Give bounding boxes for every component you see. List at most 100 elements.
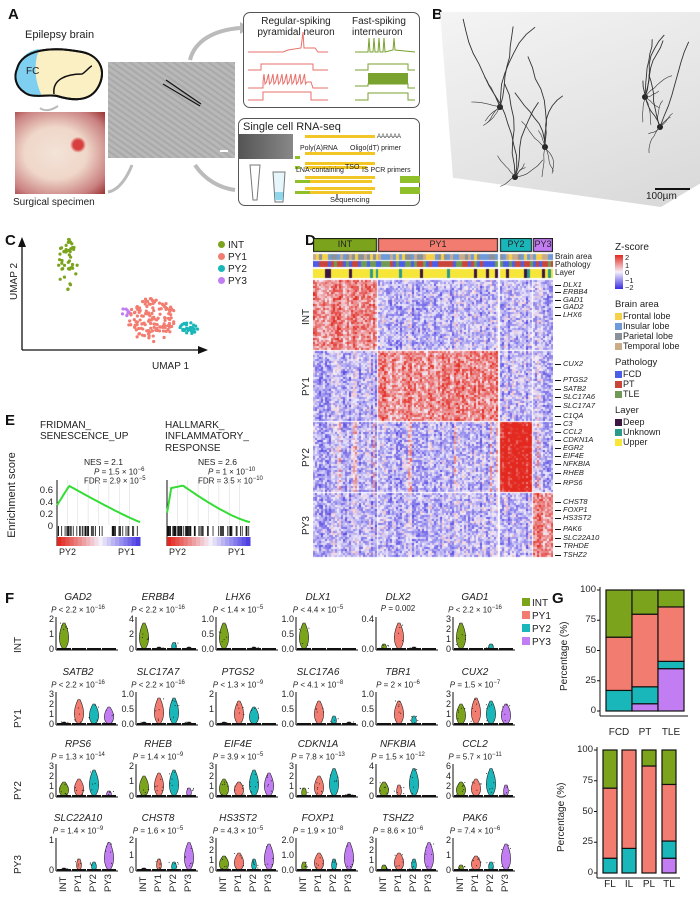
cell-dot bbox=[411, 867, 413, 869]
legend-swatch bbox=[615, 419, 622, 426]
umap-legend-item: PY2 bbox=[218, 264, 247, 276]
p-mantissa: 8.6 bbox=[387, 826, 399, 836]
cell-dot bbox=[105, 846, 107, 848]
gene-title: RHEB bbox=[144, 739, 172, 750]
cell-dot bbox=[148, 789, 150, 791]
gene-label: TSHZ2 bbox=[563, 550, 587, 559]
cell-dot bbox=[501, 865, 503, 867]
umap-point bbox=[168, 330, 172, 334]
violin-baseline bbox=[217, 648, 231, 650]
cell-dot bbox=[300, 788, 302, 790]
p-value: P < 4.4 × 10−5 bbox=[278, 605, 358, 615]
legend-item-label: TLE bbox=[623, 389, 640, 399]
violin-y-tick: 0 bbox=[368, 791, 374, 801]
cell-dot bbox=[398, 706, 400, 708]
cell-dot bbox=[330, 720, 332, 722]
cell-dot bbox=[350, 794, 352, 796]
cell-dot bbox=[95, 722, 97, 724]
dendrite bbox=[514, 92, 546, 148]
violin-baseline bbox=[152, 723, 166, 725]
violin-py2 bbox=[411, 715, 417, 726]
p-value: P = 5.7 × 10−11 bbox=[435, 752, 515, 762]
legend-label: INT bbox=[532, 598, 549, 609]
umap-point bbox=[157, 301, 162, 305]
umap-point bbox=[127, 323, 131, 327]
violin-baseline bbox=[469, 869, 483, 871]
cell-dot bbox=[474, 698, 476, 700]
violin-baseline bbox=[454, 795, 468, 797]
violin-py1 bbox=[74, 778, 84, 798]
legend-swatch bbox=[615, 429, 622, 436]
violin-baseline bbox=[454, 869, 468, 871]
p-op: = bbox=[455, 826, 465, 836]
cell-dot bbox=[502, 793, 504, 795]
cell-dot bbox=[222, 784, 224, 786]
cell-dot bbox=[109, 851, 111, 853]
cell-dot bbox=[503, 796, 505, 798]
cell-dot bbox=[257, 646, 259, 648]
cell-dot bbox=[64, 724, 66, 726]
umap-point bbox=[146, 332, 151, 336]
cell-dot bbox=[155, 786, 157, 788]
cell-dot bbox=[270, 790, 272, 792]
p-op: = bbox=[138, 826, 148, 836]
umap-point bbox=[121, 307, 125, 311]
gsea-title-1: HALLMARK_ bbox=[165, 420, 225, 431]
p-times: × 10 bbox=[156, 605, 175, 615]
cell-dot bbox=[302, 787, 304, 789]
umap-point bbox=[58, 277, 62, 281]
ranking-gradient bbox=[233, 537, 239, 546]
cell-dot bbox=[184, 856, 186, 858]
gsea-y-tick: 0 bbox=[47, 521, 53, 532]
umap-point bbox=[169, 324, 174, 329]
p-symbol: P bbox=[292, 680, 299, 690]
cell-dot bbox=[177, 861, 179, 863]
umap-point bbox=[57, 258, 62, 262]
cell-dot bbox=[332, 722, 334, 724]
cell-dot bbox=[241, 869, 243, 871]
umap-point bbox=[140, 299, 145, 304]
legend-dot-icon bbox=[218, 241, 225, 248]
ranking-gradient bbox=[183, 537, 189, 546]
umap-point bbox=[59, 246, 64, 250]
cell-dot bbox=[240, 857, 242, 859]
x-tick-label: PT bbox=[638, 727, 652, 738]
ranking-gradient bbox=[102, 537, 108, 546]
region-label-fc: FC bbox=[26, 66, 40, 77]
cell-dot bbox=[170, 719, 172, 721]
p-value: P = 1.9 × 10−8 bbox=[278, 826, 358, 836]
violin-y-tick: 2 bbox=[48, 771, 54, 781]
umap-point bbox=[170, 307, 174, 311]
violin-plot bbox=[295, 764, 358, 798]
violin-int bbox=[379, 781, 389, 798]
violin-baseline bbox=[327, 723, 341, 725]
violin-baseline bbox=[167, 648, 181, 650]
cell-dot bbox=[306, 866, 308, 868]
cell-dot bbox=[304, 866, 306, 868]
cell-dot bbox=[63, 628, 65, 630]
gene-label-tick bbox=[555, 397, 561, 398]
cell-dot bbox=[492, 649, 494, 651]
panel-label-a: A bbox=[8, 6, 19, 23]
bar-segment-py3 bbox=[657, 668, 685, 712]
violin-baseline bbox=[392, 795, 406, 797]
violin-py1 bbox=[394, 622, 404, 651]
violin-baseline bbox=[342, 869, 356, 871]
gene-label-tick bbox=[555, 424, 561, 425]
legend-label: PY1 bbox=[532, 611, 551, 622]
zscore-title: Z-score bbox=[615, 242, 649, 253]
violin-baseline bbox=[484, 723, 498, 725]
cell-dot bbox=[507, 648, 509, 650]
p-exponent: −13 bbox=[334, 752, 345, 758]
umap-point bbox=[161, 329, 166, 333]
umap-point bbox=[134, 320, 138, 324]
violin-py2 bbox=[409, 768, 419, 798]
gene-title: DLX1 bbox=[305, 592, 331, 603]
gene-label-tick bbox=[555, 518, 561, 519]
cluster-header-py1: PY1 bbox=[429, 239, 447, 249]
cell-dot bbox=[266, 776, 268, 778]
p-op: = bbox=[138, 752, 148, 762]
gsea-y-tick: 0.6 bbox=[39, 485, 53, 496]
cell-dot bbox=[303, 868, 305, 870]
violin-baseline bbox=[182, 723, 196, 725]
